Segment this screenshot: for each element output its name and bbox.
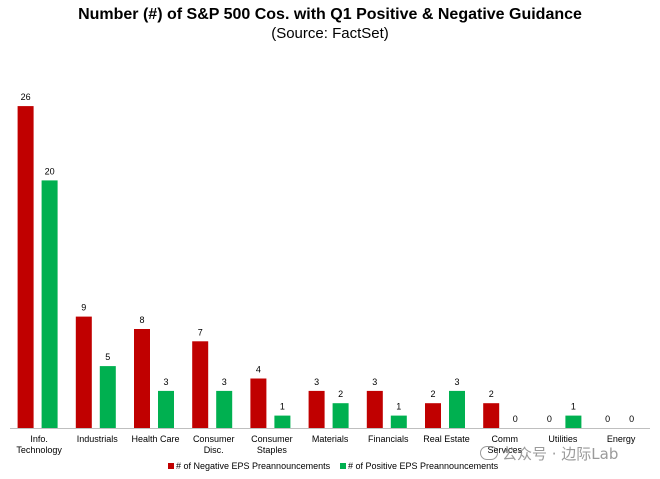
x-tick-label-0-1: Technology xyxy=(16,445,62,455)
x-tick-label-4-1: Staples xyxy=(257,445,288,455)
bar-positive-6 xyxy=(390,415,407,428)
data-label-positive-4: 1 xyxy=(280,402,285,412)
legend-swatch-1 xyxy=(340,463,346,469)
data-label-negative-8: 2 xyxy=(489,389,494,399)
x-tick-label-8-0: Comm xyxy=(491,434,518,444)
watermark-text: 公众号 · 边际Lab xyxy=(502,445,619,463)
bar-negative-5 xyxy=(308,390,325,428)
data-label-positive-10: 0 xyxy=(629,414,634,424)
bar-negative-3 xyxy=(192,341,209,428)
data-label-negative-4: 4 xyxy=(256,365,261,375)
bar-negative-4 xyxy=(250,378,267,428)
bar-negative-0 xyxy=(17,106,34,428)
data-label-positive-7: 3 xyxy=(454,377,459,387)
data-label-negative-2: 8 xyxy=(139,315,144,325)
bar-negative-1 xyxy=(75,316,92,428)
bar-positive-9 xyxy=(565,415,582,428)
data-label-positive-3: 3 xyxy=(222,377,227,387)
chart-title: Number (#) of S&P 500 Cos. with Q1 Posit… xyxy=(78,6,582,23)
legend-swatch-0 xyxy=(168,463,174,469)
x-tick-label-2-0: Health Care xyxy=(131,434,179,444)
x-tick-label-10-0: Energy xyxy=(607,434,636,444)
bar-positive-5 xyxy=(332,403,349,428)
x-tick-label-5-0: Materials xyxy=(312,434,349,444)
wechat-icon xyxy=(480,446,498,460)
x-tick-label-3-1: Disc. xyxy=(204,445,224,455)
data-label-positive-9: 1 xyxy=(571,402,576,412)
bar-positive-4 xyxy=(274,415,291,428)
data-label-positive-8: 0 xyxy=(513,414,518,424)
data-label-positive-5: 2 xyxy=(338,389,343,399)
bar-negative-7 xyxy=(425,403,441,428)
watermark: 公众号 · 边际Lab xyxy=(480,443,618,464)
bar-positive-3 xyxy=(216,390,233,428)
data-label-negative-0: 26 xyxy=(21,92,31,102)
bar-positive-7 xyxy=(449,390,465,428)
x-tick-label-0-0: Info. xyxy=(30,434,48,444)
x-tick-label-3-0: Consumer xyxy=(193,434,235,444)
data-label-negative-10: 0 xyxy=(605,414,610,424)
legend-label-0: # of Negative EPS Preannouncements xyxy=(176,461,331,471)
data-label-negative-7: 2 xyxy=(430,389,435,399)
data-label-negative-9: 0 xyxy=(547,414,552,424)
x-tick-label-1-0: Industrials xyxy=(77,434,119,444)
x-tick-label-6-0: Financials xyxy=(368,434,409,444)
data-label-positive-0: 20 xyxy=(45,166,55,176)
data-label-positive-1: 5 xyxy=(105,352,110,362)
x-tick-label-4-0: Consumer xyxy=(251,434,293,444)
x-tick-label-7-0: Real Estate xyxy=(423,434,470,444)
chart-subtitle: (Source: FactSet) xyxy=(271,25,389,42)
data-label-negative-3: 7 xyxy=(198,327,203,337)
data-label-positive-2: 3 xyxy=(163,377,168,387)
bar-positive-2 xyxy=(158,390,174,428)
data-label-negative-6: 3 xyxy=(372,377,377,387)
bar-positive-1 xyxy=(99,366,116,428)
data-label-negative-1: 9 xyxy=(81,303,86,313)
data-label-negative-5: 3 xyxy=(314,377,319,387)
bar-negative-2 xyxy=(134,329,150,428)
bar-positive-0 xyxy=(41,180,58,428)
bar-negative-6 xyxy=(366,390,383,428)
x-tick-label-8-1: Services xyxy=(487,445,522,455)
x-tick-label-9-0: Utilities xyxy=(548,434,578,444)
bar-negative-8 xyxy=(483,403,500,428)
data-label-positive-6: 1 xyxy=(396,402,401,412)
legend-label-1: # of Positive EPS Preannouncements xyxy=(348,461,499,471)
